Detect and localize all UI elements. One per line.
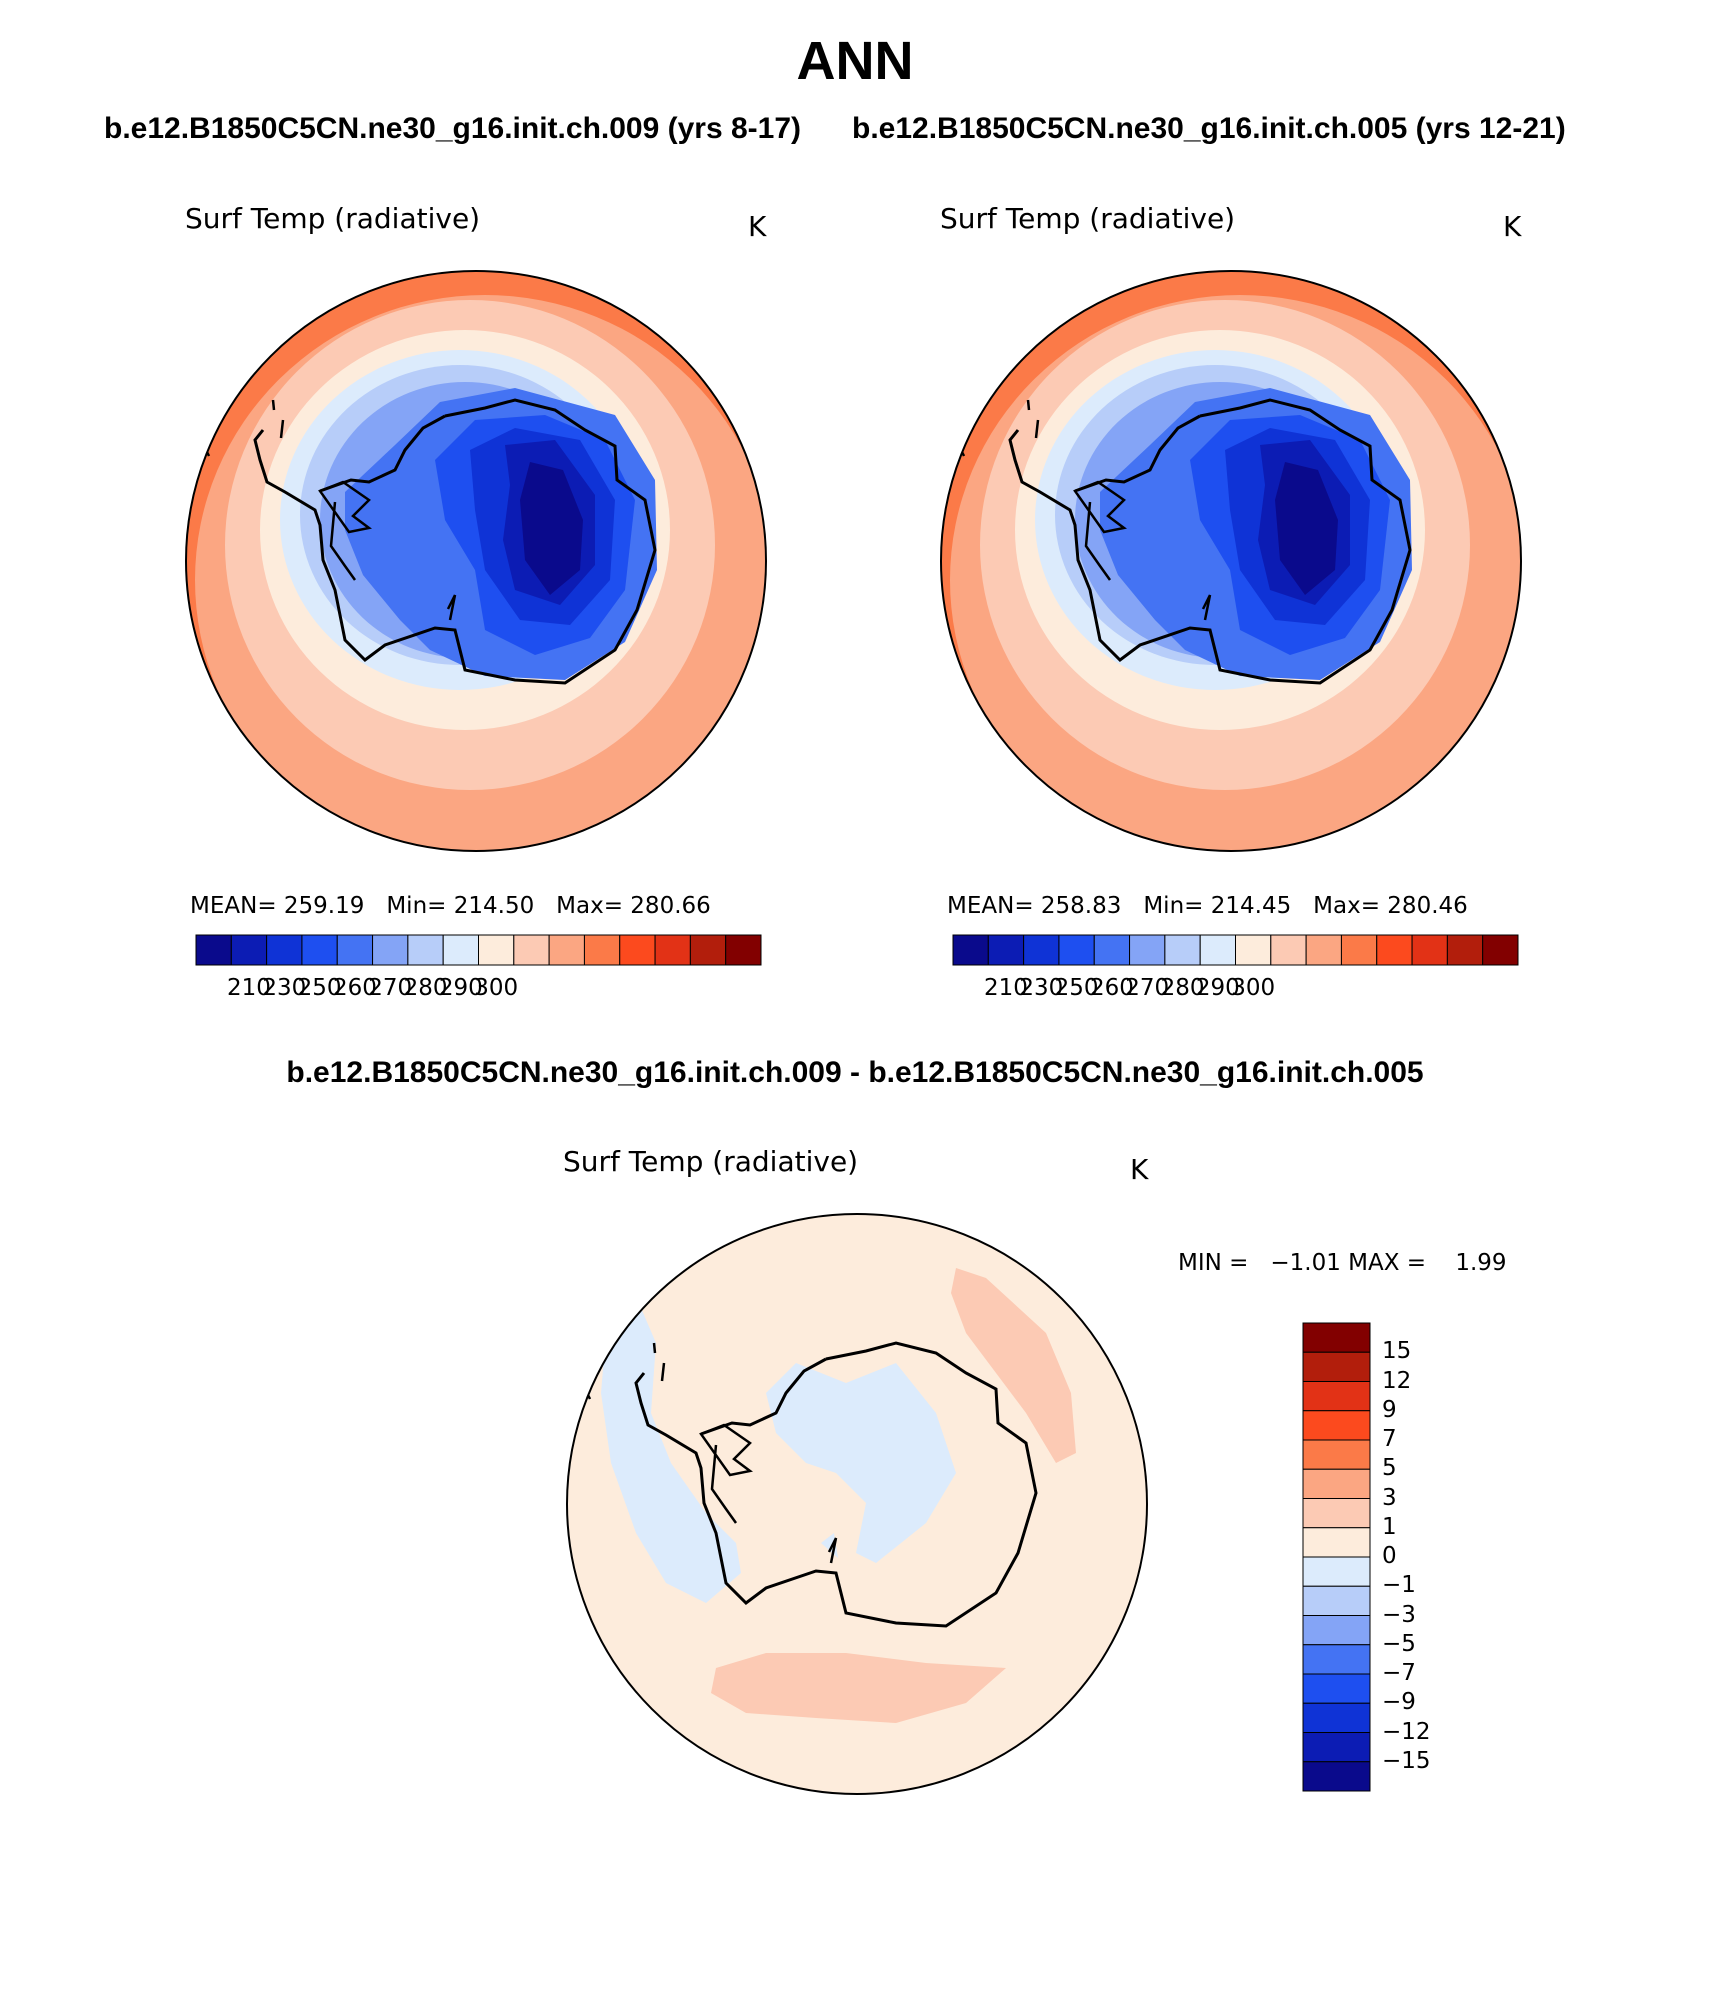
panel2-colorbar-box: [1270, 934, 1307, 966]
diff-colorbar-box: [1302, 1761, 1371, 1792]
panel2-colorbar-box: [952, 934, 989, 966]
panel1-colorbar-box: [230, 934, 268, 966]
panel1-colorbar-box: [513, 934, 550, 966]
panel1-colorbar-box: [689, 934, 727, 966]
panel2-colorbar-box: [1129, 934, 1166, 966]
diff-colorbar-tick-label: −3: [1382, 1601, 1416, 1628]
panel1-colorbar-tick-label: 260: [332, 975, 377, 1001]
diff-colorbar-box: [1302, 1322, 1371, 1353]
diff-variable-label: Surf Temp (radiative): [563, 1145, 859, 1178]
diff-colorbar-tick-label: −15: [1382, 1747, 1431, 1774]
panel2-colorbar-tick-label: 280: [1160, 975, 1205, 1001]
panel1-colorbar-tick-label: 210: [227, 975, 271, 1001]
panel1-colorbar-box: [301, 934, 338, 966]
panel1-colorbar-tick-label: 300: [474, 975, 519, 1001]
diff-map: [566, 1213, 1148, 1795]
diff-colorbar-tick-label: 1: [1382, 1513, 1397, 1540]
diff-colorbar-tick-label: 0: [1382, 1543, 1397, 1569]
panel1-variable-label: Surf Temp (radiative): [185, 202, 481, 235]
panel1-colorbar-box: [548, 934, 585, 966]
diff-colorbar-tick-label: 5: [1382, 1455, 1397, 1482]
diff-colorbar-box: [1302, 1351, 1371, 1382]
diff-colorbar-tick-label: 15: [1382, 1338, 1412, 1365]
panel1-stats: MEAN= 259.19 Min= 214.50 Max= 280.66: [190, 893, 711, 919]
diff-colorbar-tick-label: −5: [1382, 1630, 1416, 1657]
panel1-units-label: K: [748, 210, 767, 243]
panel2-colorbar-tick-label: 210: [984, 975, 1028, 1001]
panel1-colorbar-box: [442, 934, 479, 966]
panel2-colorbar-box: [1411, 934, 1448, 966]
panel1-colorbar-box: [725, 934, 762, 966]
panel2-colorbar-tick-label: 250: [1054, 975, 1099, 1001]
diff-colorbar-box: [1302, 1615, 1371, 1646]
diff-colorbar-tick-label: 7: [1382, 1426, 1397, 1452]
diff-colorbar-box: [1302, 1585, 1371, 1616]
diff-colorbar: [1302, 1322, 1371, 1792]
panel2-colorbar: [952, 934, 1519, 966]
diff-min-max: MIN = −1.01 MAX = 1.99: [1178, 1250, 1507, 1276]
panel1-colorbar-box: [372, 934, 409, 966]
diff-colorbar-tick-label: 3: [1382, 1484, 1397, 1511]
diff-colorbar-box: [1302, 1439, 1371, 1470]
diff-colorbar-box: [1302, 1732, 1371, 1763]
diff-colorbar-tick-label: 9: [1382, 1396, 1397, 1423]
panel2-colorbar-box: [1340, 934, 1378, 966]
panel1-colorbar-box: [654, 934, 691, 966]
panel2-units-label: K: [1503, 210, 1522, 243]
diff-colorbar-box: [1302, 1498, 1371, 1529]
diff-colorbar-box: [1302, 1381, 1371, 1412]
case-label-2: b.e12.B1850C5CN.ne30_g16.init.ch.005 (yr…: [852, 112, 1566, 145]
panel1-colorbar-tick-label: 250: [297, 975, 342, 1001]
panel2-colorbar-tick-label: 290: [1195, 975, 1240, 1001]
panel1-colorbar-tick-label: 230: [262, 975, 307, 1001]
panel2-colorbar-box: [1058, 934, 1095, 966]
panel2-colorbar-box: [1235, 934, 1272, 966]
diff-colorbar-tick-label: −9: [1382, 1689, 1416, 1716]
diff-colorbar-tick-label: −12: [1382, 1718, 1431, 1745]
panel1-colorbar-box: [407, 934, 444, 966]
panel1-map: [185, 270, 767, 852]
panel2-colorbar-box: [1305, 934, 1342, 966]
page-title: ANN: [796, 31, 914, 91]
panel2-colorbar-box: [1023, 934, 1060, 966]
panel2-colorbar-tick-label: 300: [1231, 975, 1276, 1001]
diff-colorbar-tick-label: −7: [1382, 1660, 1416, 1686]
panel1-colorbar-box: [478, 934, 515, 966]
panel1-colorbar: [195, 934, 762, 966]
panel2-colorbar-box: [987, 934, 1025, 966]
diff-colorbar-box: [1302, 1527, 1371, 1558]
panel2-colorbar-box: [1199, 934, 1236, 966]
panel1-colorbar-tick-label: 270: [368, 975, 413, 1001]
diff-units-label: K: [1130, 1153, 1149, 1186]
diff-colorbar-box: [1302, 1468, 1371, 1499]
panel1-colorbar-box: [266, 934, 303, 966]
panel1-colorbar-box: [336, 934, 374, 966]
panel1-colorbar-tick-label: 280: [403, 975, 448, 1001]
diff-colorbar-box: [1302, 1556, 1371, 1587]
diff-title: b.e12.B1850C5CN.ne30_g16.init.ch.009 - b…: [286, 1056, 1424, 1089]
case-label-1: b.e12.B1850C5CN.ne30_g16.init.ch.009 (yr…: [104, 112, 802, 145]
panel2-stats: MEAN= 258.83 Min= 214.45 Max= 280.46: [947, 893, 1468, 919]
diff-colorbar-tick-label: −1: [1382, 1572, 1416, 1599]
diff-colorbar-box: [1302, 1702, 1371, 1733]
diff-colorbar-box: [1302, 1673, 1371, 1704]
panel2-colorbar-tick-label: 230: [1019, 975, 1064, 1001]
panel2-colorbar-box: [1164, 934, 1201, 966]
panel2-colorbar-tick-label: 270: [1125, 975, 1170, 1001]
diff-colorbar-box: [1302, 1410, 1371, 1441]
panel2-colorbar-box: [1093, 934, 1131, 966]
panel2-colorbar-box: [1446, 934, 1484, 966]
diff-colorbar-tick-label: 12: [1382, 1367, 1412, 1394]
panel1-colorbar-tick-label: 290: [438, 975, 483, 1001]
panel1-colorbar-box: [583, 934, 621, 966]
panel1-colorbar-box: [195, 934, 232, 966]
panel1-colorbar-box: [619, 934, 656, 966]
panel2-colorbar-box: [1482, 934, 1519, 966]
panel2-colorbar-box: [1376, 934, 1413, 966]
panel2-map: [940, 270, 1522, 852]
panel2-variable-label: Surf Temp (radiative): [940, 202, 1236, 235]
diff-colorbar-box: [1302, 1644, 1371, 1675]
panel2-colorbar-tick-label: 260: [1089, 975, 1134, 1001]
